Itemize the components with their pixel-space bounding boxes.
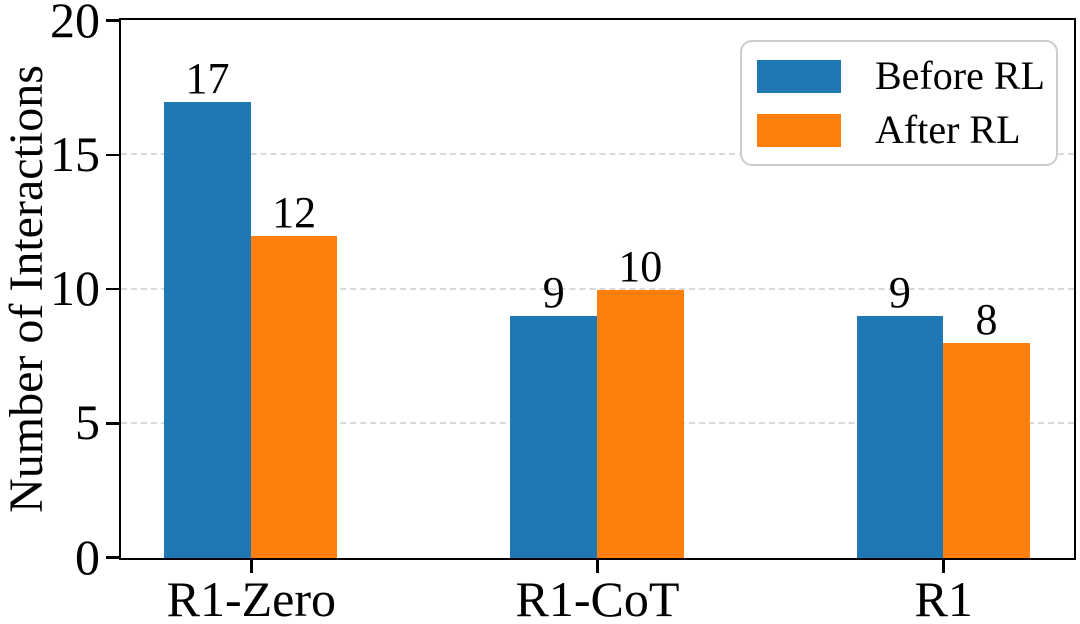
bar-before-rl-r1-cot [510, 316, 597, 558]
bar-before-rl-r1 [856, 316, 944, 558]
y-tick-label: 20 [50, 0, 100, 48]
bar-value-label: 10 [618, 241, 663, 291]
legend: Before RL After RL [740, 40, 1058, 166]
bar-after-rl-r1-zero [250, 235, 338, 558]
legend-swatch-before-rl [757, 59, 841, 93]
legend-swatch-after-rl [757, 113, 841, 147]
x-tick-mark [942, 560, 945, 573]
y-tick-label: 0 [75, 528, 100, 585]
y-tick-label: 5 [75, 394, 100, 451]
y-tick-mark [106, 19, 119, 22]
x-tick-mark [250, 560, 253, 573]
bar-after-rl-r1-cot [597, 289, 684, 558]
x-tick-label-r1-zero: R1-Zero [166, 571, 337, 624]
gridline [121, 287, 1074, 290]
y-tick-label: 10 [50, 260, 100, 316]
y-tick-mark [106, 422, 119, 425]
bar-value-label: 17 [185, 53, 230, 103]
bar-value-label: 9 [542, 268, 565, 318]
legend-label-before-rl: Before RL [875, 53, 1045, 98]
gridline [121, 153, 1074, 156]
bar-value-label: 12 [272, 187, 317, 237]
legend-label-after-rl: After RL [875, 107, 1021, 152]
y-tick-label: 15 [50, 125, 100, 182]
legend-item: Before RL [757, 56, 1056, 96]
bar-value-label: 8 [975, 295, 998, 345]
y-tick-mark [106, 556, 119, 559]
bar-after-rl-r1 [943, 343, 1030, 558]
x-tick-mark [596, 560, 599, 573]
x-tick-label-r1-cot: R1-CoT [515, 571, 680, 624]
y-tick-mark [106, 287, 119, 291]
legend-item: After RL [757, 110, 1056, 150]
bar-before-rl-r1-zero [164, 101, 251, 558]
bar-value-label: 9 [888, 268, 911, 318]
x-tick-label-r1: R1 [914, 571, 973, 624]
y-tick-mark [106, 153, 119, 156]
